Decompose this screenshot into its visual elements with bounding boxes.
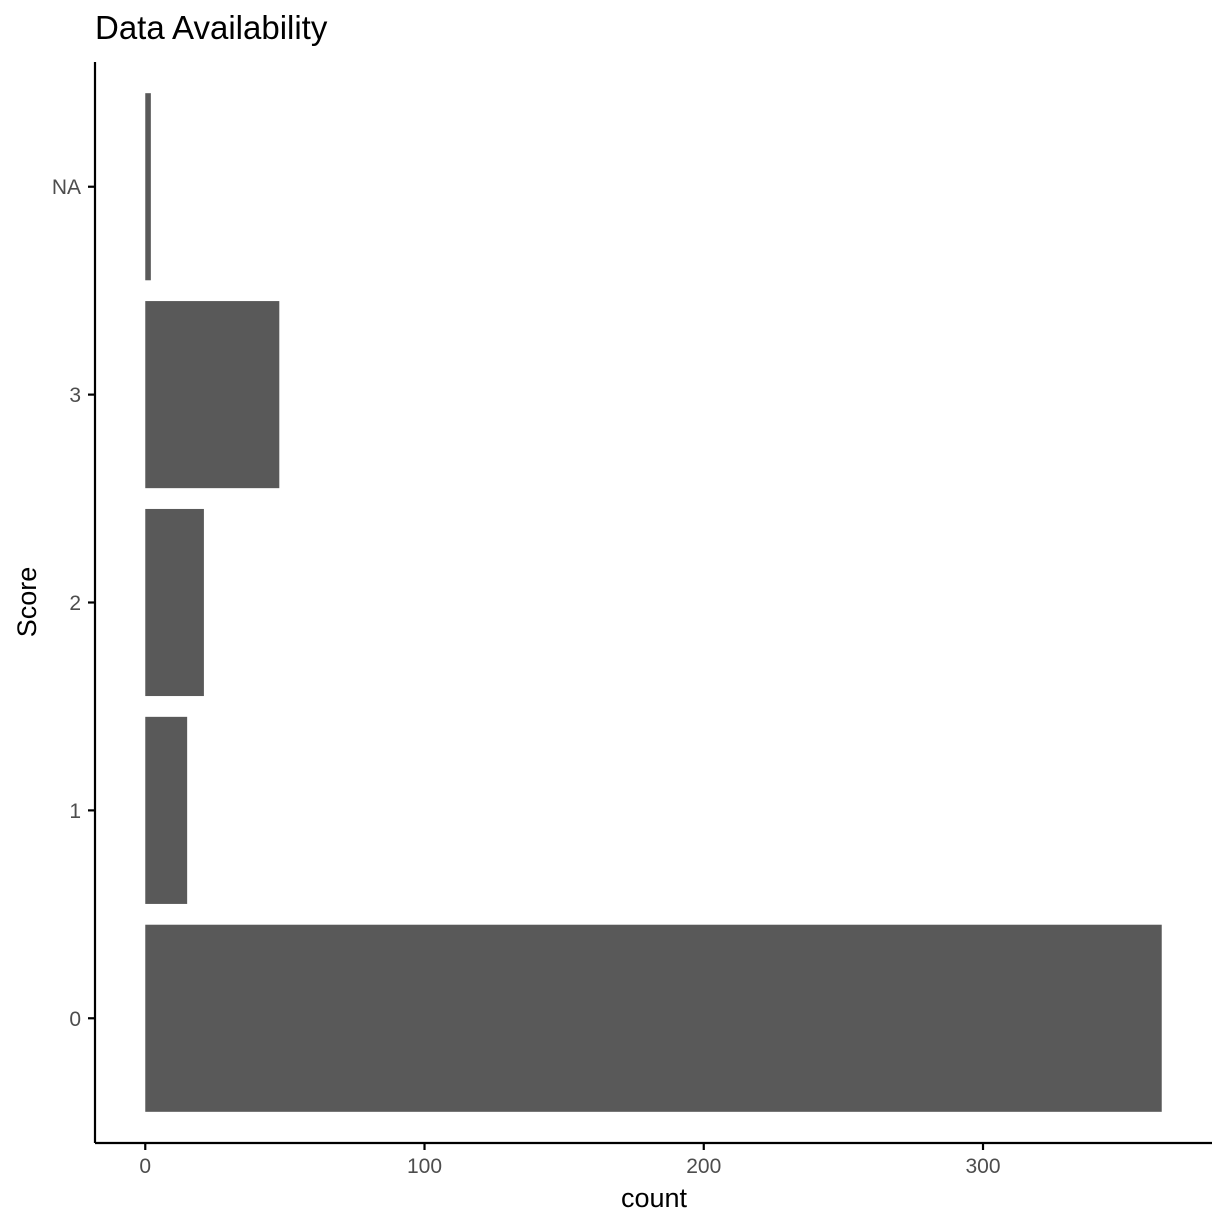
bar-2 [145, 508, 204, 697]
bars-group [145, 93, 1162, 1112]
x-axis-ticks: 0 100 200 300 [139, 1143, 1001, 1178]
y-axis-title: Score [12, 567, 42, 638]
y-tick-label-1: 1 [69, 800, 81, 823]
y-axis-ticks: 0 1 2 3 NA [52, 176, 95, 1031]
x-tick-label-200: 200 [686, 1155, 721, 1178]
x-axis-title: count [621, 1183, 688, 1213]
y-tick-label-na: NA [52, 176, 81, 199]
bar-3 [145, 301, 280, 489]
y-tick-label-2: 2 [69, 592, 81, 615]
x-tick-label-100: 100 [407, 1155, 442, 1178]
bar-na [145, 93, 151, 281]
y-tick-label-3: 3 [69, 384, 81, 407]
x-tick-label-0: 0 [139, 1155, 151, 1178]
bar-1 [145, 716, 188, 904]
bar-0 [145, 924, 1162, 1112]
chart-title: Data Availability [95, 9, 328, 46]
y-tick-label-0: 0 [69, 1008, 81, 1031]
x-tick-label-300: 300 [965, 1155, 1000, 1178]
